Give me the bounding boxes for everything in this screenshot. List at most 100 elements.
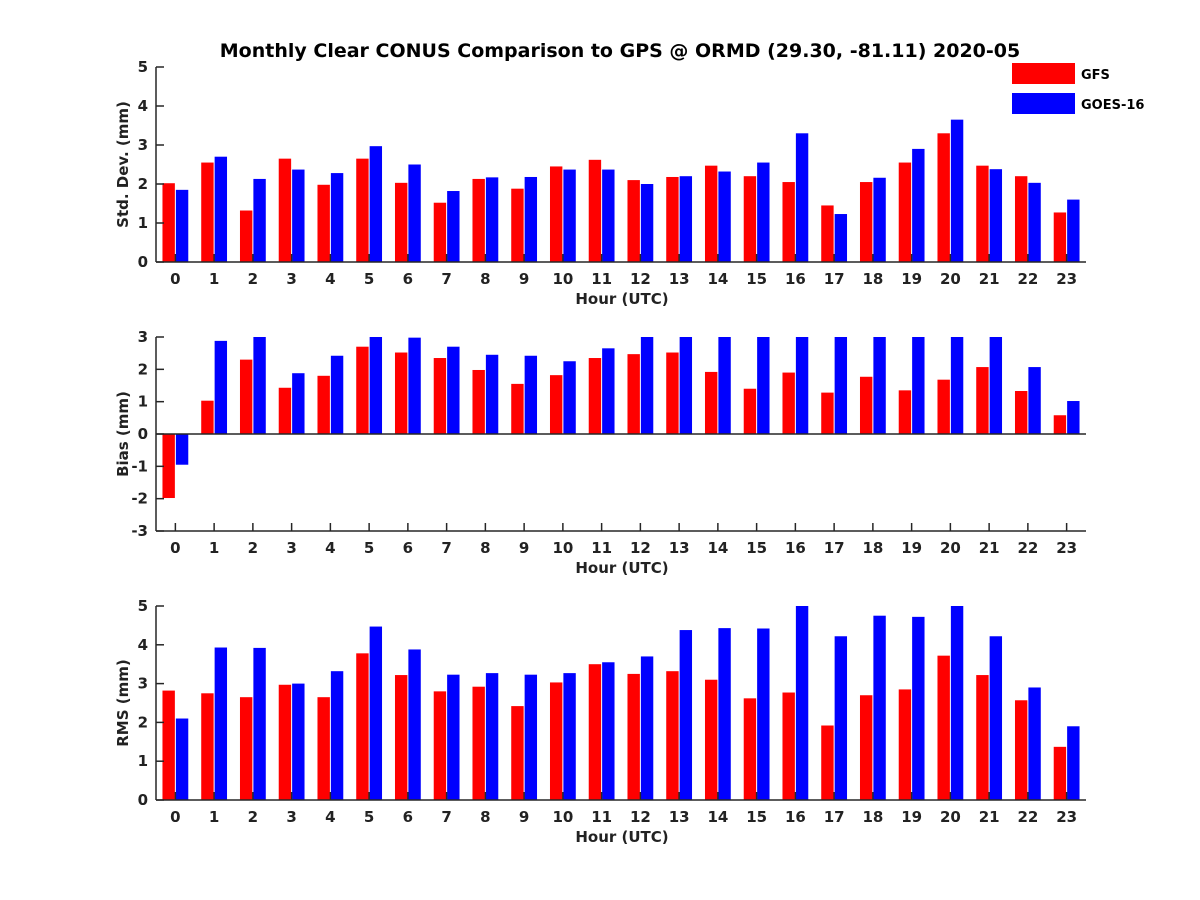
- bar-goes-16-hour-8: [485, 177, 499, 262]
- bar-goes-16-hour-14: [718, 171, 731, 262]
- y-tick-label: -1: [131, 457, 148, 475]
- x-tick-label: 21: [979, 270, 1000, 288]
- x-tick-label: 12: [630, 270, 651, 288]
- x-tick-label: 11: [591, 808, 612, 826]
- bar-goes-16-hour-22: [1028, 687, 1041, 800]
- bar-goes-16-hour-3: [292, 683, 305, 800]
- x-tick-label: 15: [746, 808, 767, 826]
- y-tick-label: 2: [138, 175, 148, 193]
- x-tick-label: 9: [519, 539, 529, 557]
- bar-goes-16-hour-11: [602, 348, 615, 434]
- bar-goes-16-hour-4: [330, 671, 344, 800]
- bar-gfs-hour-0: [162, 690, 175, 800]
- y-tick-label: 0: [138, 425, 148, 443]
- bar-gfs-hour-7: [433, 691, 447, 800]
- bar-goes-16-hour-17: [834, 636, 848, 800]
- bar-goes-16-hour-14: [718, 628, 731, 800]
- bar-gfs-hour-20: [937, 379, 950, 434]
- bar-gfs-hour-15: [743, 698, 757, 800]
- bar-goes-16-hour-21: [989, 636, 1003, 800]
- bar-gfs-hour-6: [394, 352, 408, 434]
- bar-goes-16-hour-11: [602, 662, 615, 800]
- bar-goes-16-hour-20: [950, 606, 964, 800]
- y-tick-label: 3: [138, 136, 148, 154]
- bar-goes-16-hour-13: [679, 176, 693, 262]
- bar-goes-16-hour-5: [369, 337, 383, 434]
- x-tick-label: 5: [364, 808, 374, 826]
- bar-goes-16-hour-22: [1028, 367, 1041, 434]
- bar-gfs-hour-8: [472, 369, 485, 434]
- bar-goes-16-hour-21: [989, 337, 1003, 434]
- bar-gfs-hour-1: [201, 162, 214, 262]
- bar-goes-16-hour-7: [447, 674, 460, 800]
- y-tick-label: 3: [138, 328, 148, 346]
- x-axis-label: Hour (UTC): [575, 290, 668, 308]
- bar-goes-16-hour-19: [912, 337, 925, 434]
- y-tick-label: 3: [138, 675, 148, 693]
- x-axis-label: Hour (UTC): [575, 828, 668, 846]
- x-tick-label: 20: [940, 270, 961, 288]
- x-tick-label: 8: [480, 270, 490, 288]
- bar-gfs-hour-15: [743, 388, 757, 434]
- x-tick-label: 1: [209, 808, 219, 826]
- bar-gfs-hour-21: [976, 675, 989, 800]
- y-tick-label: -3: [131, 522, 148, 540]
- bar-goes-16-hour-2: [253, 178, 266, 262]
- bar-goes-16-hour-9: [524, 176, 538, 262]
- x-tick-label: 0: [170, 539, 180, 557]
- bar-gfs-hour-12: [627, 180, 640, 262]
- x-tick-label: 5: [364, 539, 374, 557]
- bar-goes-16-hour-9: [524, 674, 538, 800]
- bar-goes-16-hour-23: [1067, 401, 1080, 434]
- bar-gfs-hour-3: [278, 158, 292, 262]
- x-tick-label: 1: [209, 270, 219, 288]
- bar-goes-16-hour-23: [1067, 726, 1080, 800]
- bar-goes-16-hour-6: [408, 164, 421, 262]
- bar-gfs-hour-10: [549, 375, 563, 434]
- x-tick-label: 7: [441, 539, 451, 557]
- bar-gfs-hour-19: [898, 390, 912, 434]
- bar-gfs-hour-0: [162, 434, 175, 499]
- bar-gfs-hour-23: [1053, 212, 1067, 262]
- bar-goes-16-hour-15: [757, 337, 770, 434]
- bar-goes-16-hour-1: [214, 156, 228, 262]
- x-tick-label: 17: [824, 270, 845, 288]
- x-tick-label: 4: [325, 539, 335, 557]
- x-tick-label: 8: [480, 539, 490, 557]
- x-tick-label: 6: [403, 539, 413, 557]
- bar-goes-16-hour-18: [873, 337, 886, 434]
- chart-title: Monthly Clear CONUS Comparison to GPS @ …: [220, 40, 1020, 62]
- bar-gfs-hour-20: [937, 133, 950, 262]
- x-tick-label: 10: [552, 539, 573, 557]
- bar-goes-16-hour-14: [718, 337, 731, 434]
- bar-goes-16-hour-17: [834, 214, 848, 262]
- bar-goes-16-hour-19: [912, 616, 925, 800]
- x-tick-label: 20: [940, 539, 961, 557]
- bar-goes-16-hour-15: [757, 162, 770, 262]
- bar-goes-16-hour-3: [292, 373, 305, 434]
- bar-goes-16-hour-16: [795, 606, 809, 800]
- bar-goes-16-hour-4: [330, 173, 344, 262]
- bar-gfs-hour-2: [239, 697, 253, 800]
- bar-gfs-hour-17: [821, 205, 834, 262]
- y-tick-label: 1: [138, 752, 148, 770]
- x-tick-label: 19: [901, 808, 922, 826]
- bar-gfs-hour-12: [627, 354, 640, 434]
- x-tick-label: 11: [591, 270, 612, 288]
- y-axis-label: Std. Dev. (mm): [114, 101, 132, 228]
- bar-gfs-hour-0: [162, 183, 175, 262]
- bar-gfs-hour-18: [859, 182, 873, 262]
- x-tick-label: 4: [325, 270, 335, 288]
- bar-goes-16-hour-11: [602, 169, 615, 262]
- x-tick-label: 10: [552, 808, 573, 826]
- bar-gfs-hour-7: [433, 202, 447, 262]
- bar-gfs-hour-14: [704, 679, 718, 800]
- bar-goes-16-hour-0: [175, 718, 189, 800]
- legend-swatch-goes-16: [1012, 93, 1075, 114]
- bar-goes-16-hour-17: [834, 337, 848, 434]
- bar-goes-16-hour-8: [485, 673, 499, 800]
- x-tick-label: 17: [824, 539, 845, 557]
- x-tick-label: 13: [669, 539, 690, 557]
